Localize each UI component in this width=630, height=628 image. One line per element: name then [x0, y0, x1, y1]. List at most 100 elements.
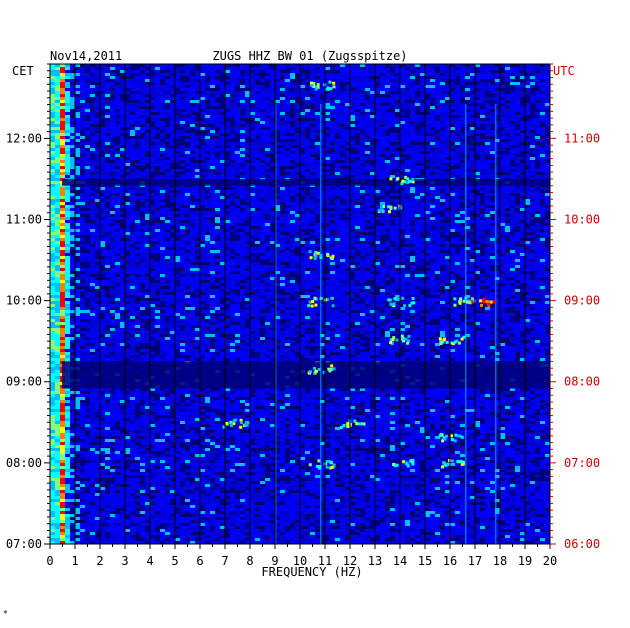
heatmap-cell — [175, 133, 180, 136]
heatmap-cell — [295, 133, 300, 136]
heatmap-cell — [230, 118, 235, 121]
heatmap-cell — [215, 103, 220, 106]
heatmap-cell — [105, 127, 110, 130]
heatmap-cell — [475, 172, 480, 175]
heatmap-cell — [270, 208, 275, 211]
heatmap-cell — [365, 115, 370, 118]
heatmap-cell — [55, 178, 60, 181]
heatmap-cell — [385, 97, 390, 100]
heatmap-cell — [70, 136, 75, 139]
heatmap-cell — [540, 208, 545, 211]
heatmap-cell — [260, 118, 265, 121]
heatmap-cell — [225, 76, 230, 79]
heatmap-cell — [285, 118, 290, 121]
heatmap-cell — [375, 193, 380, 196]
heatmap-cell — [315, 67, 320, 70]
heatmap-cell — [220, 76, 225, 79]
heatmap-cell — [395, 82, 400, 85]
heatmap-cell — [250, 88, 255, 91]
heatmap-cell — [530, 79, 535, 82]
heatmap-cell — [60, 127, 65, 130]
heatmap-cell — [300, 130, 305, 133]
heatmap-cell — [325, 76, 330, 79]
heatmap-cell — [140, 193, 145, 196]
heatmap-cell — [315, 112, 320, 115]
heatmap-cell — [500, 64, 505, 67]
heatmap-cell — [330, 121, 335, 124]
heatmap-cell — [100, 130, 105, 133]
heatmap-cell — [175, 121, 180, 124]
heatmap-cell — [485, 106, 490, 109]
heatmap-cell — [520, 79, 525, 82]
heatmap-cell — [195, 208, 200, 211]
heatmap-cell — [100, 115, 105, 118]
heatmap-cell — [305, 169, 310, 172]
heatmap-cell — [170, 211, 175, 214]
heatmap-cell — [460, 172, 465, 175]
heatmap-cell — [160, 154, 165, 157]
heatmap-cell — [290, 151, 295, 154]
heatmap-cell — [215, 127, 220, 130]
heatmap-cell — [60, 190, 65, 193]
heatmap-cell — [230, 202, 235, 205]
heatmap-cell — [190, 211, 195, 214]
heatmap-cell — [70, 121, 75, 124]
heatmap-cell — [450, 199, 455, 202]
heatmap-cell — [145, 142, 150, 145]
heatmap-cell — [205, 169, 210, 172]
heatmap-cell — [365, 163, 370, 166]
heatmap-cell — [320, 127, 325, 130]
heatmap-cell — [220, 121, 225, 124]
heatmap-cell — [500, 97, 505, 100]
heatmap-cell — [225, 112, 230, 115]
heatmap-cell — [220, 202, 225, 205]
heatmap-cell — [345, 118, 350, 121]
heatmap-cell — [270, 76, 275, 79]
heatmap-cell — [285, 175, 290, 178]
heatmap-cell — [500, 91, 505, 94]
heatmap-cell — [480, 211, 485, 214]
heatmap-cell — [270, 130, 275, 133]
heatmap-cell — [475, 127, 480, 130]
heatmap-cell — [340, 85, 345, 88]
heatmap-cell — [190, 148, 195, 151]
heatmap-cell — [210, 73, 215, 76]
heatmap-cell — [390, 139, 395, 142]
heatmap-cell — [530, 151, 535, 154]
heatmap-cell — [330, 109, 335, 112]
heatmap-cell — [415, 154, 420, 157]
heatmap-cell — [520, 163, 525, 166]
heatmap-cell — [225, 88, 230, 91]
heatmap-cell — [230, 142, 235, 145]
heatmap-cell — [280, 157, 285, 160]
heatmap-cell — [115, 67, 120, 70]
heatmap-cell — [395, 205, 400, 208]
heatmap-cell — [445, 106, 450, 109]
heatmap-cell — [250, 115, 255, 118]
heatmap-cell — [520, 70, 525, 73]
heatmap-cell — [520, 157, 525, 160]
heatmap-cell — [370, 94, 375, 97]
heatmap-cell — [355, 76, 360, 79]
heatmap-cell — [240, 136, 245, 139]
heatmap-cell — [280, 76, 285, 79]
heatmap-cell — [420, 193, 425, 196]
heatmap-cell — [185, 67, 190, 70]
heatmap-cell — [100, 193, 105, 196]
heatmap-cell — [525, 118, 530, 121]
heatmap-cell — [360, 151, 365, 154]
heatmap-cell — [135, 145, 140, 148]
heatmap-cell — [340, 142, 345, 145]
heatmap-cell — [170, 139, 175, 142]
heatmap-cell — [290, 142, 295, 145]
heatmap-cell — [505, 175, 510, 178]
heatmap-cell — [85, 115, 90, 118]
heatmap-cell — [265, 169, 270, 172]
heatmap-cell — [270, 172, 275, 175]
heatmap-cell — [255, 91, 260, 94]
heatmap-cell — [145, 88, 150, 91]
heatmap-cell — [105, 103, 110, 106]
heatmap-cell — [105, 112, 110, 115]
heatmap-cell — [60, 109, 65, 112]
heatmap-cell — [125, 67, 130, 70]
